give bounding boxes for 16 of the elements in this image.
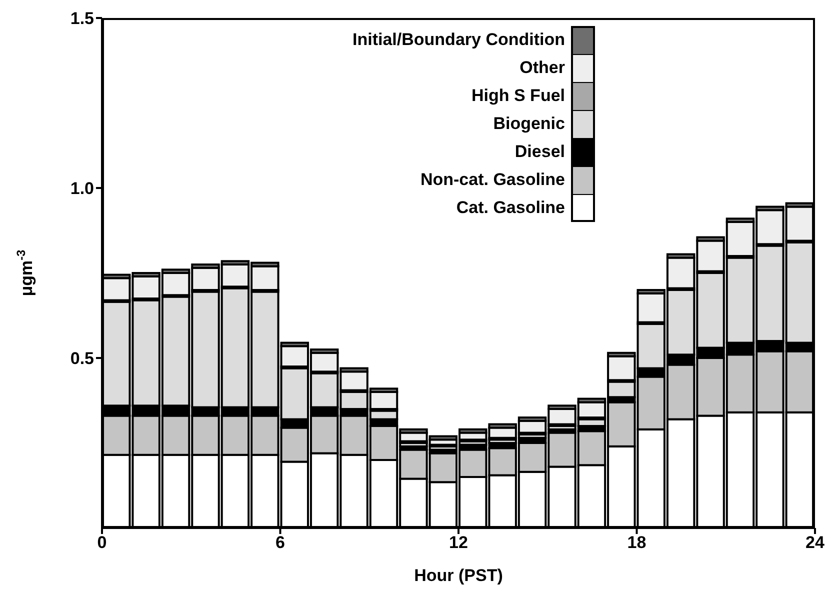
legend-label: Non-cat. Gasoline xyxy=(420,170,565,190)
x-tick-label: 6 xyxy=(276,533,285,552)
legend-label: Other xyxy=(520,58,565,78)
x-tick-label: 18 xyxy=(627,533,646,552)
x-tick-label: 12 xyxy=(449,533,468,552)
y-tick-label: 0.5 xyxy=(70,349,94,368)
x-tick-label: 24 xyxy=(806,533,825,552)
y-tick-label: 1.0 xyxy=(70,179,94,198)
legend-label: Diesel xyxy=(514,142,565,162)
x-axis-title: Hour (PST) xyxy=(414,566,503,585)
legend-label: High S Fuel xyxy=(472,86,565,106)
legend-label: Biogenic xyxy=(493,114,565,134)
y-tick-label: 1.5 xyxy=(70,9,94,28)
x-tick-label: 0 xyxy=(97,533,107,552)
legend-label: Initial/Boundary Condition xyxy=(352,30,565,50)
legend-label: Cat. Gasoline xyxy=(456,198,565,218)
